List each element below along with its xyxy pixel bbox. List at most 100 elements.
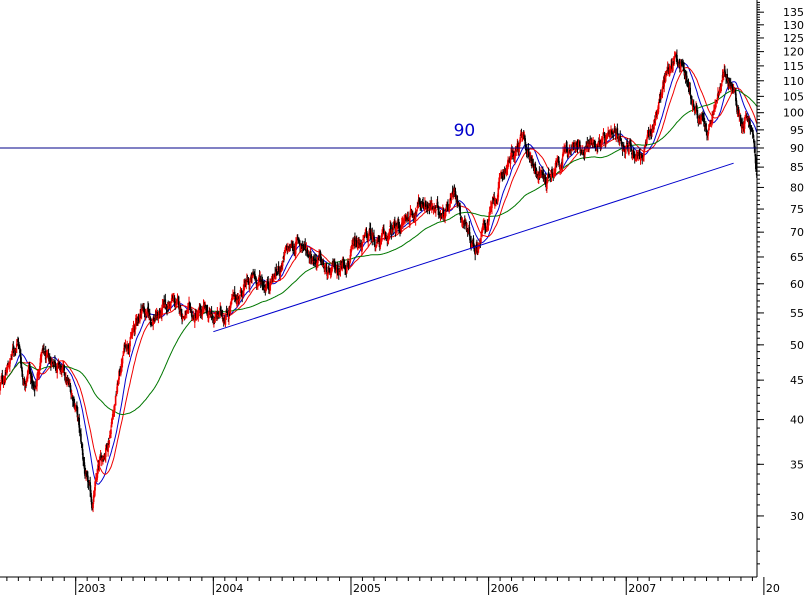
candle-body — [669, 71, 672, 73]
candle-body — [352, 241, 355, 245]
candle-body — [743, 120, 746, 129]
candle-body — [686, 80, 689, 82]
candle-body — [590, 142, 593, 144]
candle-body — [189, 303, 191, 311]
candle-body — [465, 223, 468, 231]
candle-body — [544, 174, 546, 180]
candle-body — [261, 280, 264, 285]
candle-body — [400, 227, 402, 232]
candle-body — [446, 207, 448, 211]
candle-body — [506, 163, 509, 170]
candle-body — [333, 261, 336, 268]
candle-body — [607, 131, 609, 137]
candle-body — [18, 345, 20, 347]
candle-body — [449, 198, 452, 204]
candle-body — [416, 205, 419, 208]
candle-body — [303, 245, 305, 247]
candle-body — [91, 508, 94, 510]
candle-body — [717, 93, 719, 99]
candle-body — [89, 482, 91, 492]
candle-body — [696, 110, 698, 116]
candle-body — [748, 120, 751, 127]
candle-body — [733, 90, 736, 92]
candle-body — [631, 152, 633, 155]
candle-body — [486, 221, 489, 231]
candle-body — [668, 69, 671, 77]
candle-body — [80, 433, 82, 442]
candle-body — [258, 277, 260, 281]
candle-body — [59, 365, 62, 367]
candle-body — [497, 187, 500, 198]
candle-body — [11, 350, 13, 356]
candle-body — [635, 155, 637, 159]
candle-body — [613, 130, 615, 132]
candle-body — [550, 170, 553, 177]
candle-body — [208, 311, 211, 314]
candle-body — [128, 348, 131, 353]
candle-body — [76, 406, 79, 418]
candle-body — [698, 118, 700, 123]
candle-body — [8, 366, 11, 368]
candle-body — [602, 136, 604, 140]
candle-body — [747, 117, 749, 119]
candle-body — [140, 310, 143, 315]
candle-body — [211, 314, 213, 317]
candle-body — [460, 217, 463, 220]
candle-body — [711, 115, 713, 122]
candle-body — [508, 160, 511, 163]
candle-body — [372, 235, 374, 242]
candle-body — [305, 248, 308, 249]
candle-body — [221, 314, 224, 319]
candle-body — [477, 245, 479, 252]
candle-body — [39, 366, 41, 371]
candle-body — [677, 63, 680, 65]
candle-body — [14, 350, 16, 352]
candle-body — [608, 130, 611, 135]
candle-body — [94, 480, 97, 486]
candle-body — [616, 128, 619, 135]
candle-body — [2, 382, 5, 384]
candle-body — [674, 52, 677, 54]
candle-body — [562, 152, 564, 157]
candle-body — [513, 151, 515, 157]
candle-body — [87, 475, 89, 483]
moving-average-line — [0, 62, 758, 485]
candle-body — [298, 238, 300, 242]
candle-body — [158, 314, 160, 318]
candle-body — [222, 318, 225, 322]
candle-body — [439, 211, 441, 218]
candle-body — [46, 353, 49, 355]
candle-body — [228, 311, 230, 319]
candle-body — [239, 289, 242, 294]
candle-body — [548, 174, 550, 175]
candle-body — [214, 318, 216, 323]
candle-body — [58, 365, 61, 367]
candle-body — [609, 132, 612, 137]
candle-body — [425, 203, 427, 207]
candle-body — [599, 140, 601, 145]
candle-body — [492, 197, 495, 199]
candle-body — [315, 259, 318, 265]
candle-body — [261, 279, 263, 282]
candle-body — [466, 230, 469, 234]
candle-body — [587, 143, 589, 147]
candle-body — [80, 443, 83, 445]
candle-body — [742, 125, 745, 127]
candle-body — [524, 135, 526, 141]
candle-body — [753, 143, 756, 149]
candle-body — [487, 220, 489, 224]
candle-body — [107, 444, 109, 452]
candle-body — [311, 262, 313, 264]
candle-body — [277, 266, 280, 271]
candle-body — [480, 237, 482, 243]
candle-body — [615, 133, 618, 138]
candle-body — [288, 244, 291, 252]
candle-body — [733, 88, 735, 90]
candle-body — [307, 253, 310, 255]
candle-body — [226, 312, 229, 316]
candle-body — [493, 197, 496, 201]
candle-body — [206, 310, 209, 316]
candle-body — [620, 139, 622, 141]
candle-body — [633, 154, 636, 159]
candle-body — [680, 61, 683, 64]
